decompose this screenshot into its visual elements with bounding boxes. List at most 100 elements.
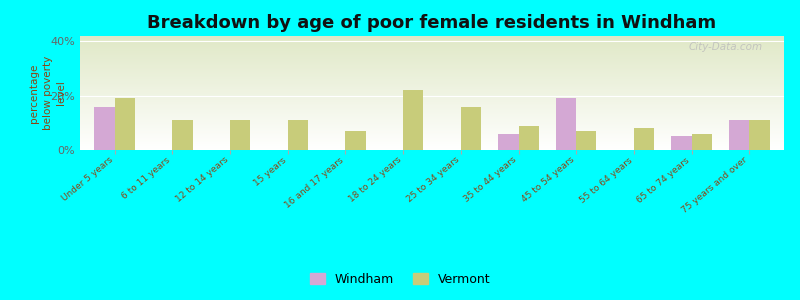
Bar (80, 74, 784, 75)
Bar (80, 118, 784, 119)
Bar (403, 90, 423, 150)
Bar (80, 63, 784, 64)
Bar (80, 125, 784, 126)
Bar (80, 90, 784, 91)
Bar (80, 50, 784, 51)
Bar (80, 109, 784, 110)
Bar (518, 126, 538, 150)
Bar (80, 116, 784, 117)
Bar (80, 94, 784, 95)
Bar (80, 130, 784, 132)
Bar (94, 106, 114, 150)
Bar (750, 120, 770, 150)
Bar (80, 143, 784, 144)
Bar (80, 142, 784, 143)
Bar (80, 51, 784, 52)
Bar (80, 75, 784, 76)
Bar (80, 70, 784, 71)
Bar (80, 133, 784, 134)
Bar (80, 111, 784, 112)
Bar (80, 39, 784, 41)
Bar (80, 117, 784, 118)
Bar (80, 92, 784, 93)
Bar (80, 71, 784, 73)
Bar (80, 135, 784, 136)
Bar (80, 86, 784, 87)
Bar (576, 131, 597, 150)
Bar (80, 124, 784, 125)
Bar (80, 84, 784, 85)
Bar (80, 91, 784, 92)
Bar (80, 44, 784, 45)
Y-axis label: percentage
below poverty
level: percentage below poverty level (30, 56, 66, 130)
Bar (80, 52, 784, 53)
Bar (80, 67, 784, 68)
Bar (80, 141, 784, 142)
Bar (80, 119, 784, 120)
Bar (80, 78, 784, 79)
Bar (80, 46, 784, 47)
Bar (80, 147, 784, 148)
Bar (80, 146, 784, 147)
Bar (80, 62, 784, 63)
Bar (80, 110, 784, 111)
Bar (80, 132, 784, 133)
Bar (80, 123, 784, 124)
Bar (80, 88, 784, 90)
Bar (80, 122, 784, 123)
Bar (80, 38, 784, 39)
Bar (80, 37, 784, 38)
Bar (80, 56, 784, 58)
Bar (80, 79, 784, 80)
Bar (114, 98, 135, 150)
Bar (80, 61, 784, 62)
Bar (80, 108, 784, 109)
Bar (346, 131, 366, 150)
Bar (80, 73, 784, 74)
Bar (80, 98, 784, 99)
Bar (80, 106, 784, 107)
Bar (80, 96, 784, 98)
Bar (80, 95, 784, 96)
Bar (80, 140, 784, 141)
Bar (172, 120, 193, 150)
Text: City-Data.com: City-Data.com (689, 42, 763, 52)
Bar (80, 53, 784, 54)
Bar (80, 47, 784, 49)
Bar (80, 68, 784, 69)
Bar (230, 120, 250, 150)
Bar (80, 83, 784, 84)
Bar (80, 42, 784, 43)
Bar (80, 115, 784, 116)
Bar (80, 112, 784, 113)
Bar (671, 136, 692, 150)
Bar (80, 49, 784, 50)
Bar (80, 36, 784, 37)
Bar (80, 107, 784, 108)
Bar (80, 82, 784, 83)
Bar (80, 101, 784, 102)
Bar (80, 60, 784, 61)
Bar (80, 76, 784, 77)
Bar (80, 87, 784, 88)
Bar (80, 148, 784, 149)
Bar (80, 66, 784, 67)
Bar (729, 120, 750, 150)
Bar (80, 104, 784, 106)
Bar (634, 128, 654, 150)
Title: Breakdown by age of poor female residents in Windham: Breakdown by age of poor female resident… (147, 14, 717, 32)
Bar (80, 77, 784, 78)
Bar (80, 149, 784, 150)
Bar (692, 134, 712, 150)
Bar (80, 69, 784, 70)
Bar (80, 93, 784, 94)
Bar (80, 64, 784, 66)
Bar (80, 85, 784, 86)
Bar (80, 120, 784, 122)
Bar (80, 144, 784, 145)
Bar (80, 102, 784, 103)
Bar (80, 128, 784, 130)
Bar (80, 59, 784, 60)
Bar (80, 80, 784, 82)
Bar (498, 134, 518, 150)
